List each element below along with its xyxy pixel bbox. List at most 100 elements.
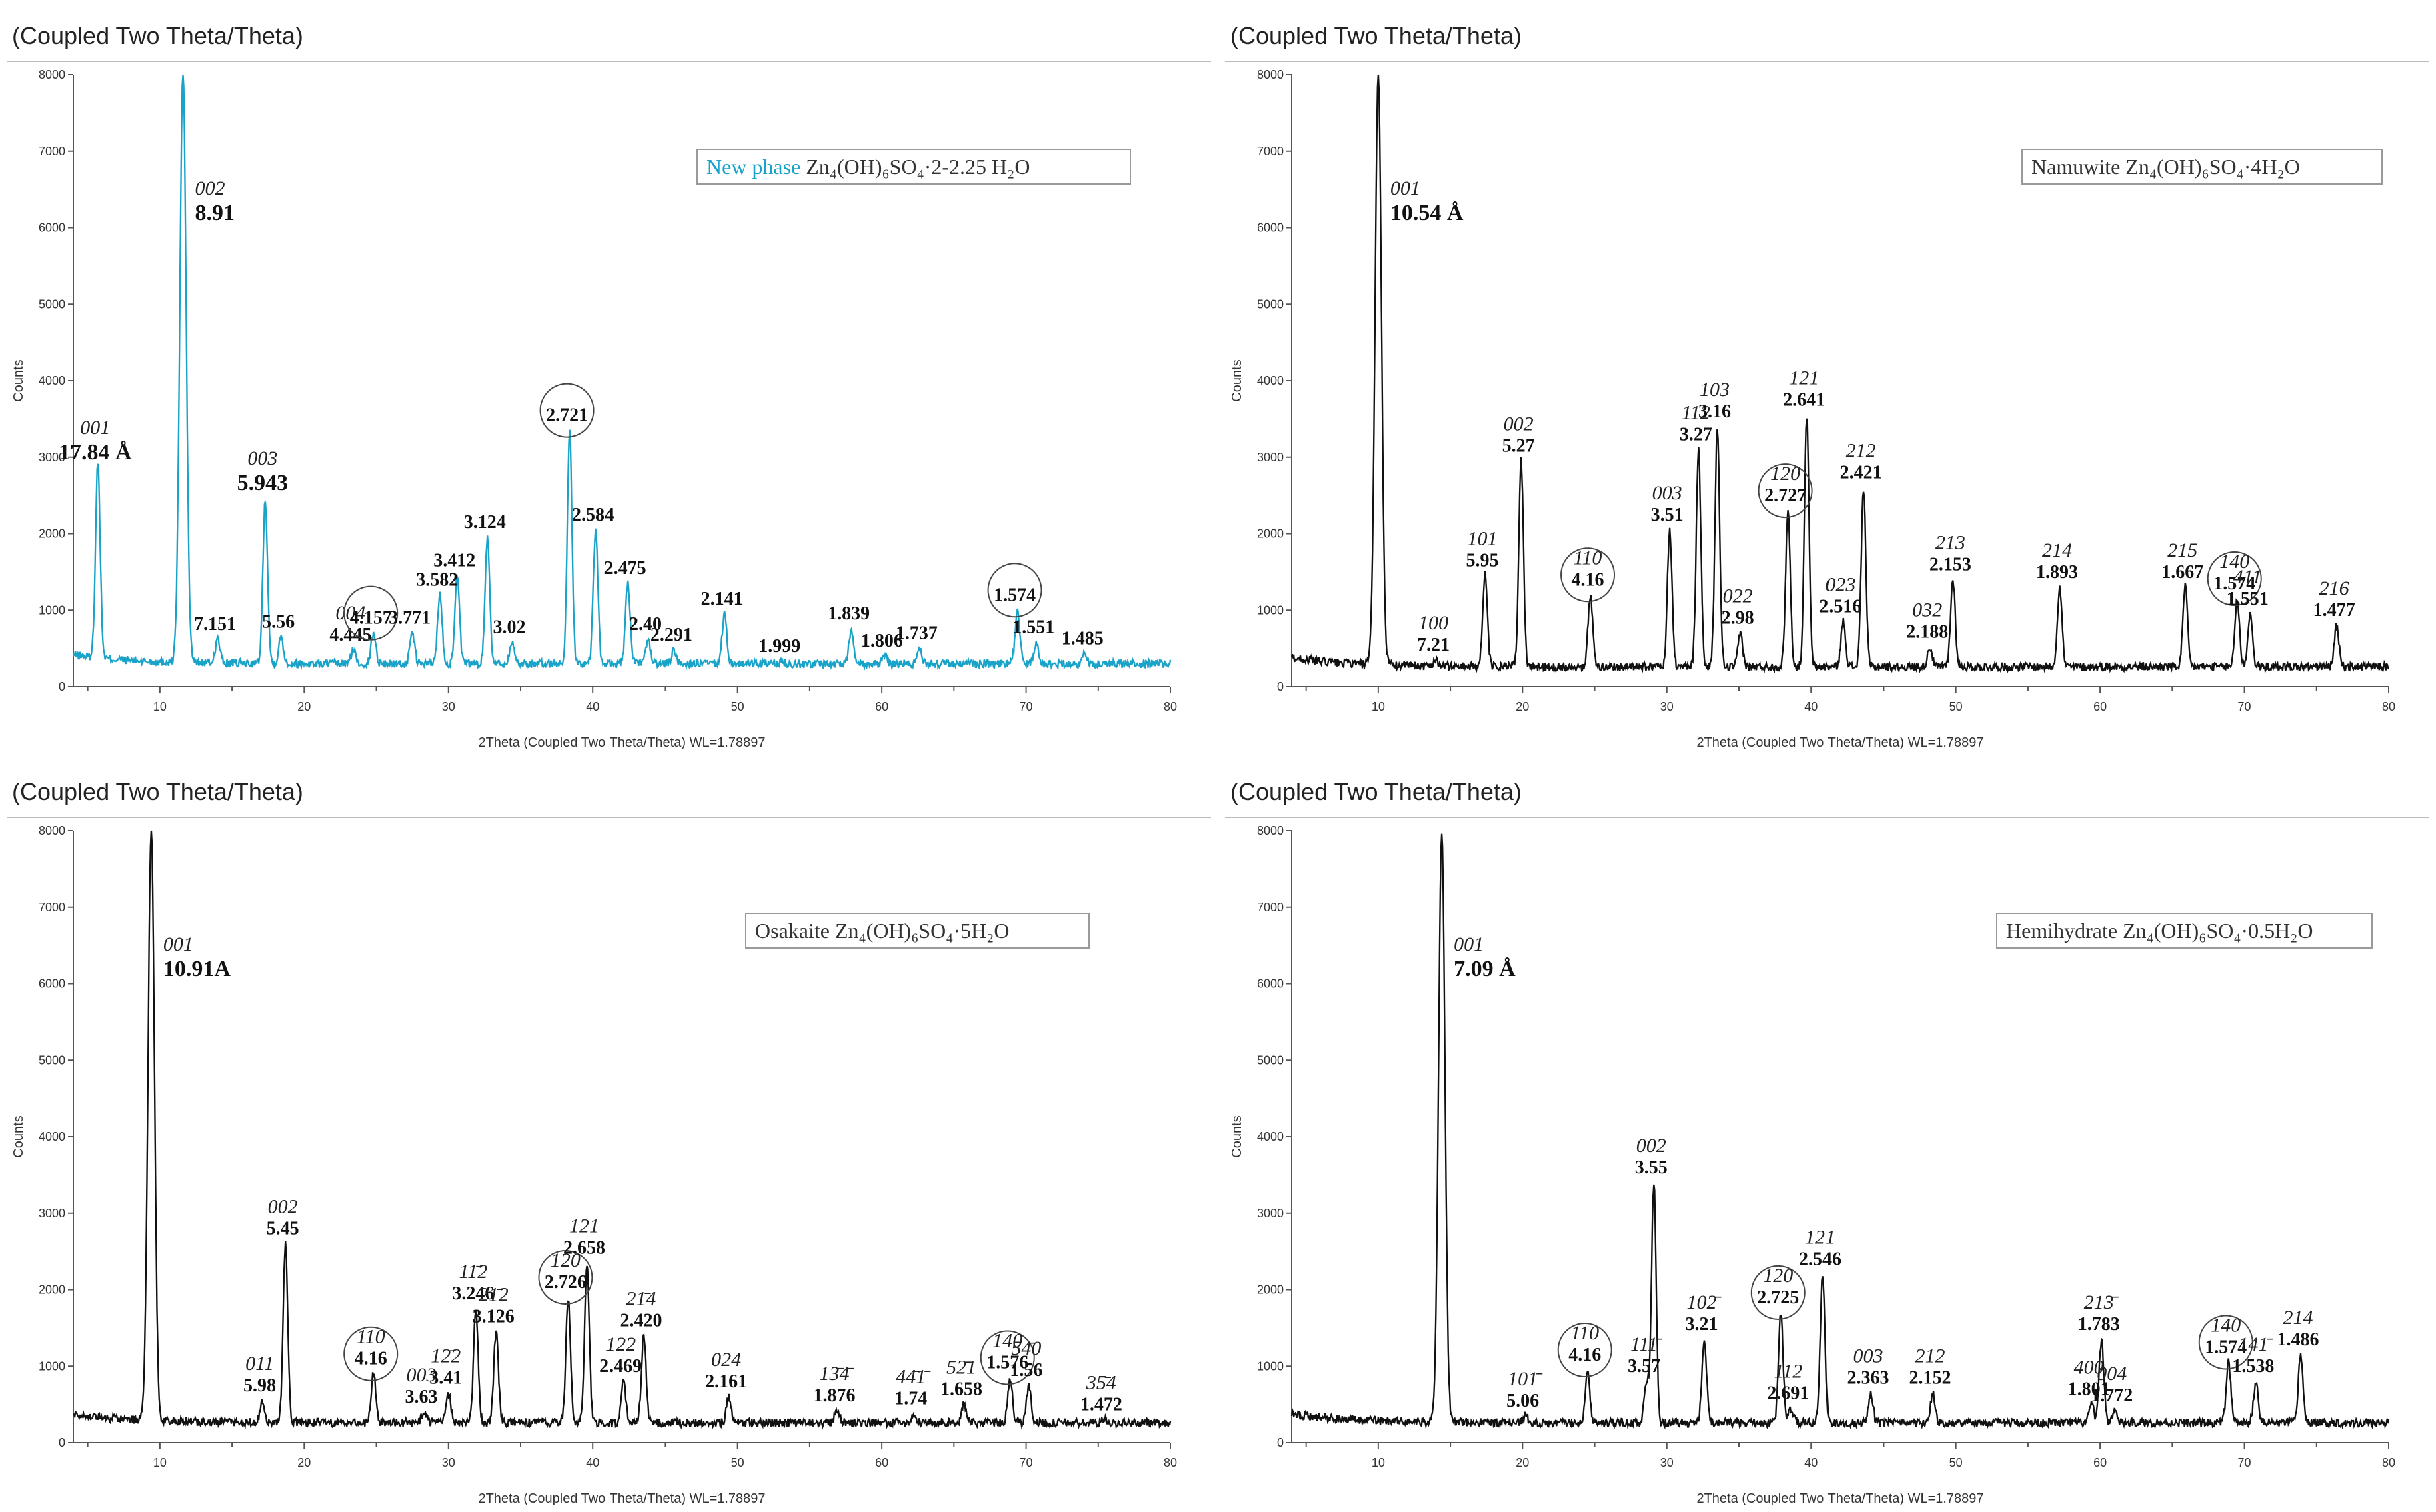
legend: Namuwite Zn₄(OH)₆SO₄·4H₂O [2021,149,2383,185]
x-tick-label: 70 [2238,700,2251,713]
chart-panel-osakaite: (Coupled Two Theta/Theta) 0 1000 2000 3000 40… [0,756,1218,1512]
peak-hkl: 44̄1̄ [896,1365,931,1387]
peak-d-spacing: 2.727 [1764,485,1806,506]
y-tick-label: 1000 [1257,603,1284,617]
x-tick-label: 40 [586,700,599,713]
y-tick-label: 4000 [39,374,65,387]
x-tick-label: 30 [442,700,455,713]
peak-hkl: 212 [1915,1345,1945,1367]
x-tick-label: 50 [1949,700,1963,713]
peak-hkl: 032 [1912,599,1942,621]
peak-circle [1557,1322,1612,1377]
y-tick-label: 5000 [1257,1053,1284,1067]
peak-d-spacing: 1.737 [896,623,938,644]
peak-d-spacing: 3.51 [1651,505,1684,525]
peak-circle [343,1326,399,1381]
peak-hkl: 121 [1789,367,1819,389]
y-axis-label: Counts [1230,1115,1244,1157]
peak-hkl: 003 [247,447,277,469]
x-tick-label: 40 [1804,700,1818,713]
peak-hkl: 100 [1418,612,1448,634]
peak-d-spacing: 1.74 [894,1388,927,1409]
x-tick-label: 80 [1164,700,1177,713]
peak-d-spacing: 3.124 [464,512,506,533]
peak-d-spacing: 1.551 [2227,589,2269,609]
legend: New phase Zn₄(OH)₆SO₄·2-2.25 H₂O [696,149,1131,185]
peak-d-spacing: 7.09 Å [1454,957,1516,981]
peak-hkl: 121 [1805,1227,1835,1249]
x-tick-label: 80 [1164,1456,1177,1469]
peak-hkl: 411 [2233,566,2262,588]
chart-panel-namuwite: (Coupled Two Theta/Theta) 0 1000 2000 3000 40… [1218,0,2436,756]
peak-d-spacing: 3.41 [429,1367,462,1388]
peak-d-spacing: 1.56 [1010,1360,1042,1381]
y-tick-label: 8000 [39,824,65,837]
y-tick-label: 2000 [1257,527,1284,541]
y-tick-label: 2000 [39,1283,65,1297]
peak-hkl: 101̄ [1508,1368,1543,1390]
peak-d-spacing: 2.584 [572,505,614,525]
y-tick-label: 6000 [1257,977,1284,991]
chart-panel-new-phase: (Coupled Two Theta/Theta) 0 1000 2000 3000 40… [0,0,1218,756]
peak-d-spacing: 2.363 [1847,1367,1889,1388]
y-tick-label: 3000 [39,1207,65,1220]
peak-d-spacing: 7.21 [1417,635,1450,655]
peak-hkl: 52̄1 [946,1357,976,1379]
peak-hkl: 110 [357,1326,385,1348]
peak-d-spacing: 3.582 [416,569,458,590]
peak-d-spacing: 1.658 [940,1379,982,1400]
legend-label: Osakaite Zn₄(OH)₆SO₄·5H₂O [755,919,1009,943]
peak-hkl: 213̄ [2084,1291,2119,1313]
y-tick-label: 7000 [1257,145,1284,158]
peak-hkl: 120 [1770,463,1800,485]
peak-hkl: 140 [992,1329,1022,1351]
peak-d-spacing: 1.839 [828,603,870,624]
y-tick-label: 1000 [39,1359,65,1373]
peak-hkl: 112 [1682,401,1710,423]
peak-hkl: 002 [1636,1135,1666,1157]
y-tick-label: 8000 [1257,68,1284,81]
panel-title: (Coupled Two Theta/Theta) [12,22,303,49]
peak-hkl: 023 [1825,573,1855,595]
peak-d-spacing: 2.475 [604,558,646,579]
y-axis-label: Counts [1230,359,1244,401]
y-tick-label: 5000 [39,1053,65,1067]
peak-d-spacing: 2.691 [1767,1383,1809,1403]
peak-d-spacing: 1.551 [1012,617,1054,637]
peak-circle [1560,547,1616,603]
peak-hkl: 21̄4 [626,1287,656,1309]
peak-hkl: 215 [2167,539,2197,561]
peak-hkl: 11̄2 [459,1261,487,1283]
x-tick-label: 40 [1804,1456,1818,1469]
peak-d-spacing: 3.771 [389,608,431,629]
x-tick-label: 10 [1372,1456,1385,1469]
peak-hkl: 140 [2211,1315,2241,1337]
peak-d-spacing: 2.421 [1840,463,1882,483]
legend-box [696,149,1131,185]
panel-title: (Coupled Two Theta/Theta) [1230,778,1522,805]
legend: Osakaite Zn₄(OH)₆SO₄·5H₂O [745,913,1090,949]
x-tick-label: 10 [1372,700,1385,713]
peak-d-spacing: 2.725 [1757,1287,1799,1308]
peak-hkl: 022 [1723,585,1753,607]
x-axis-label: 2Theta (Coupled Two Theta/Theta) WL=1.78… [1696,1491,1983,1506]
peak-hkl: 011 [245,1353,274,1375]
y-tick-label: 6000 [39,977,65,991]
peak-d-spacing: 1.876 [814,1385,856,1406]
peak-d-spacing: 4.157 [350,608,392,629]
x-tick-label: 20 [1516,1456,1529,1469]
peak-d-spacing: 2.469 [599,1356,642,1377]
peak-d-spacing: 4.16 [1572,569,1604,590]
y-tick-label: 2000 [1257,1283,1284,1297]
y-tick-label: 0 [59,680,65,693]
peak-hkl: 003 [1652,482,1682,504]
peak-hkl: 213 [1935,531,1965,553]
peak-d-spacing: 2.546 [1799,1249,1841,1270]
x-tick-label: 20 [1516,700,1529,713]
y-axis-label: Counts [11,1115,26,1157]
peak-circle [1750,1265,1806,1320]
peak-circle [343,585,399,641]
peak-d-spacing: 1.801 [2068,1379,2110,1400]
x-tick-label: 50 [731,700,744,713]
peak-d-spacing: 1.574 [2205,1337,2247,1358]
